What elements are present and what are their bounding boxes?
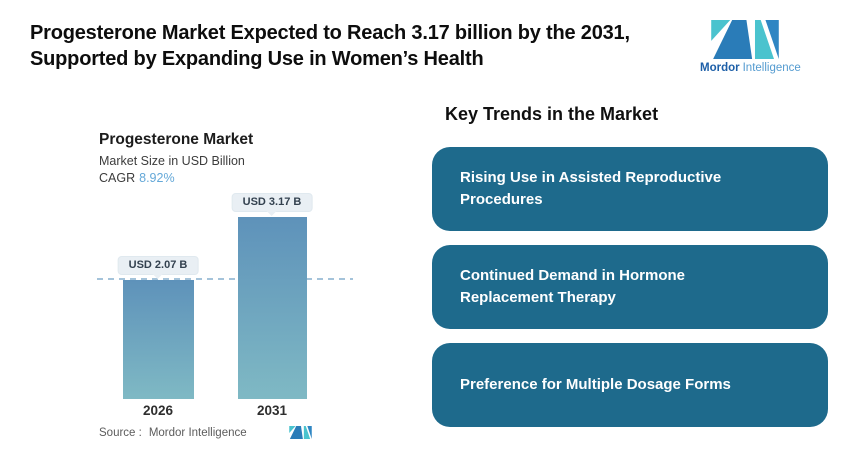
value-label-2031: USD 3.17 B — [231, 193, 313, 212]
bar-2026 — [123, 280, 194, 399]
trend-card-hormone-replacement: Continued Demand in Hormone Replacement … — [432, 245, 828, 329]
x-tick-2031: 2031 — [256, 403, 288, 418]
value-label-2026: USD 2.07 B — [117, 256, 199, 275]
page-title: Progesterone Market Expected to Reach 3.… — [30, 20, 690, 72]
trend-card-label: Continued Demand in Hormone Replacement … — [460, 267, 685, 306]
source-value: Mordor Intelligence — [148, 427, 247, 439]
page-title-line2: Supported by Expanding Use in Women’s He… — [30, 48, 484, 70]
trend-card-label: Rising Use in Assisted Reproductive Proc… — [460, 169, 722, 208]
brand-name-bold: Mordor — [700, 62, 740, 74]
trend-card-assisted-reproductive: Rising Use in Assisted Reproductive Proc… — [432, 147, 828, 231]
cagr-label: CAGR — [99, 171, 136, 185]
chart-cagr: CAGR 8.92% — [99, 171, 175, 185]
trend-card-label: Preference for Multiple Dosage Forms — [460, 376, 731, 393]
reference-dashed-line — [97, 278, 353, 280]
source-label: Source : — [99, 427, 142, 439]
mordor-logo-mini-icon — [289, 426, 312, 439]
trends-heading: Key Trends in the Market — [445, 104, 659, 124]
page-title-line1: Progesterone Market Expected to Reach 3.… — [30, 22, 630, 44]
brand-wordmark: Mordor Intelligence — [700, 62, 801, 74]
source-line: Source : Mordor Intelligence — [99, 427, 247, 439]
cagr-value: 8.92% — [139, 171, 175, 185]
mordor-intelligence-logo-icon — [711, 20, 779, 59]
x-tick-2026: 2026 — [142, 403, 174, 418]
brand-name-light: Intelligence — [742, 62, 801, 74]
chart-subtitle: Market Size in USD Billion — [99, 154, 245, 168]
bar-2031 — [238, 217, 307, 399]
trend-card-dosage-forms: Preference for Multiple Dosage Forms — [432, 343, 828, 427]
chart-title: Progesterone Market — [99, 131, 254, 148]
brand-logo: Mordor Intelligence — [700, 20, 801, 74]
